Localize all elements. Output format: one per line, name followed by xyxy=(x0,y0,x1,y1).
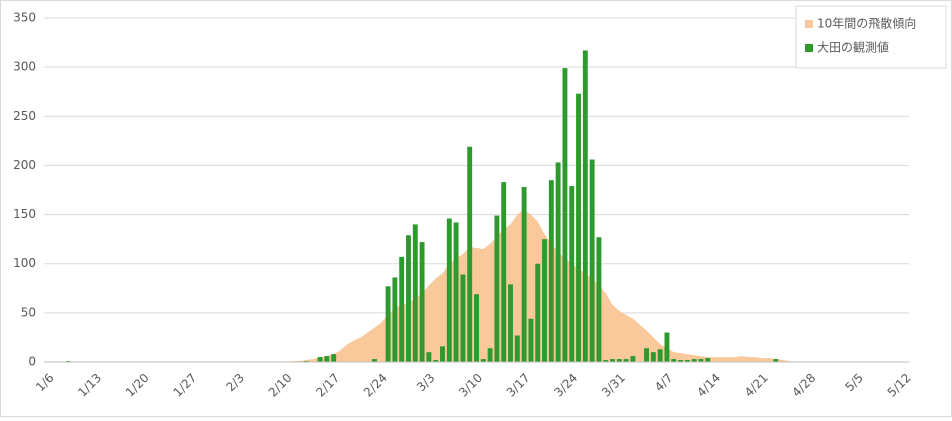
bar xyxy=(433,360,439,362)
bar xyxy=(406,235,411,362)
bar xyxy=(548,180,554,362)
legend-swatch xyxy=(805,44,813,52)
bar xyxy=(487,348,493,362)
bar xyxy=(521,187,527,362)
bar xyxy=(705,358,711,362)
bar xyxy=(412,224,418,362)
bar xyxy=(773,359,779,362)
bar xyxy=(514,335,520,362)
area xyxy=(48,209,905,362)
bar xyxy=(623,359,629,362)
bar xyxy=(535,263,541,362)
bar xyxy=(596,237,602,362)
y-tick-label: 50 xyxy=(21,305,36,319)
bar xyxy=(501,182,507,362)
bar xyxy=(453,222,459,362)
bar xyxy=(324,356,330,362)
bar xyxy=(446,218,452,362)
bar xyxy=(372,359,377,362)
y-tick-label: 100 xyxy=(13,256,36,270)
bar xyxy=(494,215,500,362)
bar xyxy=(691,359,697,362)
bar xyxy=(698,359,704,362)
bar xyxy=(474,294,479,362)
bar xyxy=(671,359,677,362)
bar xyxy=(426,352,432,362)
bar xyxy=(331,354,337,362)
bar xyxy=(528,318,534,362)
bar xyxy=(576,93,581,363)
bar xyxy=(542,239,547,362)
bar xyxy=(392,277,398,362)
bar xyxy=(616,359,622,362)
bar xyxy=(480,359,486,362)
legend-label: 大田の観測値 xyxy=(817,40,889,55)
bar xyxy=(678,360,683,362)
bar xyxy=(467,146,473,362)
bar xyxy=(508,284,513,362)
legend-swatch xyxy=(805,20,813,28)
bar xyxy=(664,332,670,362)
bar xyxy=(589,159,595,362)
bar xyxy=(460,274,466,362)
bar xyxy=(582,50,588,362)
bar xyxy=(555,162,561,362)
bar xyxy=(650,352,656,362)
bar xyxy=(684,360,690,362)
bar xyxy=(610,359,615,362)
legend-box xyxy=(795,5,947,69)
y-tick-label: 200 xyxy=(13,158,36,172)
legend-label: 10年間の飛散傾向 xyxy=(817,16,916,31)
y-tick-label: 150 xyxy=(13,207,36,221)
y-tick-label: 350 xyxy=(13,11,36,25)
y-tick-label: 300 xyxy=(13,60,36,74)
bar xyxy=(317,357,323,362)
bar xyxy=(385,286,391,362)
bar xyxy=(440,346,445,362)
bar xyxy=(630,356,636,362)
y-tick-label: 0 xyxy=(28,355,36,369)
y-tick-label: 250 xyxy=(13,109,36,123)
bar xyxy=(562,68,568,362)
bar xyxy=(569,186,575,362)
bar xyxy=(603,360,609,362)
bar xyxy=(644,348,649,362)
bar xyxy=(419,242,425,362)
bar xyxy=(399,256,405,362)
bar xyxy=(657,349,663,362)
